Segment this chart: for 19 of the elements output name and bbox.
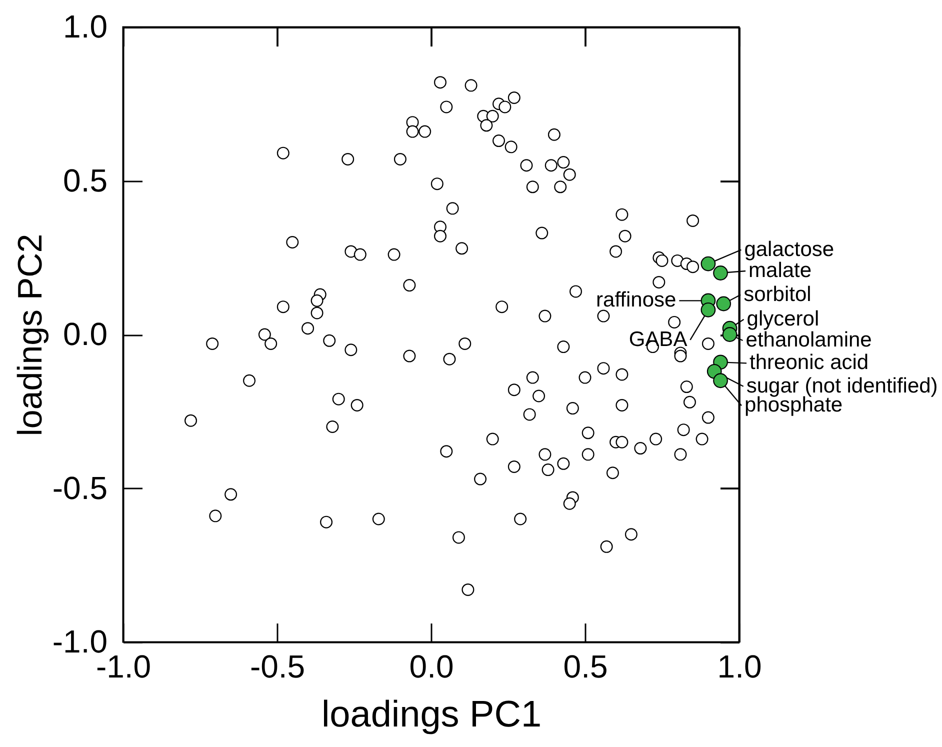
annotation: ethanolamine xyxy=(746,328,872,352)
y-axis-title: loadings PC2 xyxy=(11,234,50,436)
annotation: sugar (not identified) xyxy=(746,374,938,398)
x-tick-label: 0.5 xyxy=(563,648,608,684)
x-axis-title: loadings PC1 xyxy=(321,694,542,734)
y-tick-label: 0.5 xyxy=(63,162,108,198)
annotation: galactose xyxy=(744,238,834,261)
x-tick-label: -0.5 xyxy=(250,648,306,684)
y-tick-label: 1.0 xyxy=(63,8,108,44)
y-tick-label: -0.5 xyxy=(52,470,108,506)
annotation: GABA xyxy=(628,328,688,351)
annotation: raffinose xyxy=(596,288,676,312)
y-tick-label: 0.0 xyxy=(63,316,108,352)
annotation: sorbitol xyxy=(744,282,812,306)
annotation: malate xyxy=(748,259,812,282)
x-tick-label: 1.0 xyxy=(717,648,762,684)
annotation: threonic acid xyxy=(750,351,869,374)
annotation: glycerol xyxy=(746,307,820,330)
x-tick-label: 0.0 xyxy=(409,648,454,684)
